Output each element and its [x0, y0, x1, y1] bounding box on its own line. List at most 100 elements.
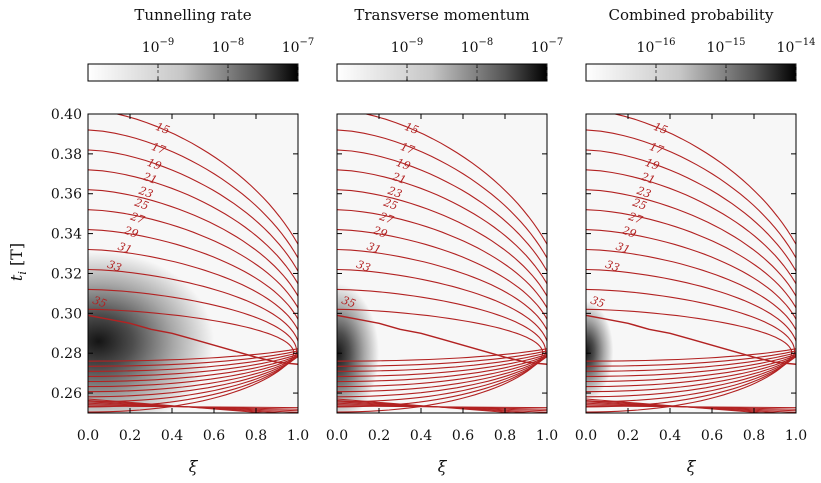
x-tick-label: 0.4: [161, 428, 183, 444]
contour-line: [88, 114, 298, 362]
y-tick-label: 0.38: [51, 147, 82, 163]
separatrix-line: [337, 314, 547, 365]
contour-line: [88, 229, 298, 393]
x-tick-label: 0.6: [452, 428, 474, 444]
contour-label: 25: [132, 196, 151, 213]
x-tick-label: 0.2: [617, 428, 639, 444]
contour-line: [337, 149, 547, 372]
colorbar: [585, 63, 797, 82]
contour-label: 15: [403, 120, 421, 137]
contour-label: 27: [377, 210, 396, 227]
contour-line: [337, 169, 547, 377]
contour-line: [337, 288, 547, 408]
contour-line: [337, 248, 547, 398]
contour-label: 17: [399, 140, 417, 157]
colorbar-tick-label: 10−8: [461, 37, 494, 56]
colorbar-tick-label: 10−9: [391, 37, 424, 56]
contour-label: 29: [619, 223, 638, 240]
contour-line: [337, 129, 547, 367]
contour-label: 35: [589, 294, 607, 311]
contour-label: 27: [128, 210, 147, 227]
x-axis-label: ξ: [438, 457, 448, 476]
contour-label: 29: [370, 223, 389, 240]
colorbar-title: Combined probability: [609, 6, 774, 24]
colorbar-tick-label: 10−7: [282, 37, 315, 56]
contour-line: [337, 209, 547, 388]
contour-label: 19: [643, 156, 661, 173]
contour-label: 17: [150, 140, 168, 157]
contour-line: [337, 189, 547, 383]
axes-frame: [336, 113, 548, 414]
contour-label: 33: [604, 258, 622, 275]
y-axis-label: ti [T]: [7, 243, 29, 281]
x-tick-label: 0.0: [326, 428, 348, 444]
x-tick-label: 1.0: [536, 428, 558, 444]
contour-line: [88, 149, 298, 372]
y-tick-label: 0.28: [51, 346, 82, 362]
contour-line: [88, 288, 298, 408]
x-tick-label: 0.6: [701, 428, 723, 444]
contour-label: 17: [648, 140, 666, 157]
x-tick-label: 0.8: [245, 428, 267, 444]
x-tick-label: 0.2: [368, 428, 390, 444]
colorbar-tick-label: 10−16: [637, 37, 676, 56]
contour-label: 23: [385, 184, 404, 201]
contour-line: [88, 129, 298, 367]
y-tick-label: 0.32: [51, 266, 82, 282]
contour-line: [337, 229, 547, 393]
x-tick-label: 0.4: [410, 428, 432, 444]
contour-line: [586, 189, 796, 383]
x-axis-label: ξ: [687, 457, 697, 476]
contour-line: [337, 114, 547, 362]
contour-line: [586, 114, 796, 362]
contour-label: 21: [389, 170, 408, 187]
contour-label: 25: [381, 196, 400, 213]
contour-label: 35: [340, 294, 358, 311]
x-tick-label: 1.0: [287, 428, 309, 444]
colorbar: [336, 63, 548, 82]
contour-label: 21: [638, 170, 657, 187]
separatrix-line: [88, 314, 298, 365]
axes-frame: [87, 113, 299, 414]
x-axis-label: ξ: [189, 457, 199, 476]
contour-label: 33: [106, 258, 124, 275]
contour-label: 33: [355, 258, 373, 275]
contour-line: [88, 308, 295, 413]
contour-line: [88, 209, 298, 388]
contour-label: 19: [394, 156, 412, 173]
x-tick-label: 0.0: [77, 428, 99, 444]
x-tick-label: 0.0: [575, 428, 597, 444]
colorbar-title: Tunnelling rate: [134, 6, 251, 24]
contour-label: 19: [145, 156, 163, 173]
contour-line: [586, 149, 796, 372]
contour-label: 31: [614, 240, 632, 257]
contour-label: 29: [121, 223, 140, 240]
x-tick-label: 0.4: [659, 428, 681, 444]
contour-label: 23: [634, 184, 653, 201]
x-tick-label: 0.6: [203, 428, 225, 444]
x-tick-label: 0.8: [743, 428, 765, 444]
y-tick-label: 0.26: [51, 386, 82, 402]
contour-line: [337, 308, 544, 413]
contour-line: [586, 288, 796, 408]
contour-label: 27: [626, 210, 645, 227]
contour-line: [586, 308, 793, 413]
colorbar-tick-label: 10−14: [777, 37, 816, 56]
contour-label: 21: [140, 170, 159, 187]
x-tick-label: 1.0: [785, 428, 807, 444]
x-tick-label: 0.8: [494, 428, 516, 444]
y-tick-label: 0.36: [51, 187, 82, 203]
contour-label: 35: [91, 294, 109, 311]
x-tick-label: 0.2: [119, 428, 141, 444]
contour-line: [586, 229, 796, 393]
contour-label: 15: [652, 120, 670, 137]
y-tick-label: 0.34: [51, 227, 82, 243]
contour-label: 15: [154, 120, 172, 137]
contour-line: [586, 129, 796, 367]
contour-line: [337, 268, 547, 403]
contour-label: 23: [136, 184, 155, 201]
